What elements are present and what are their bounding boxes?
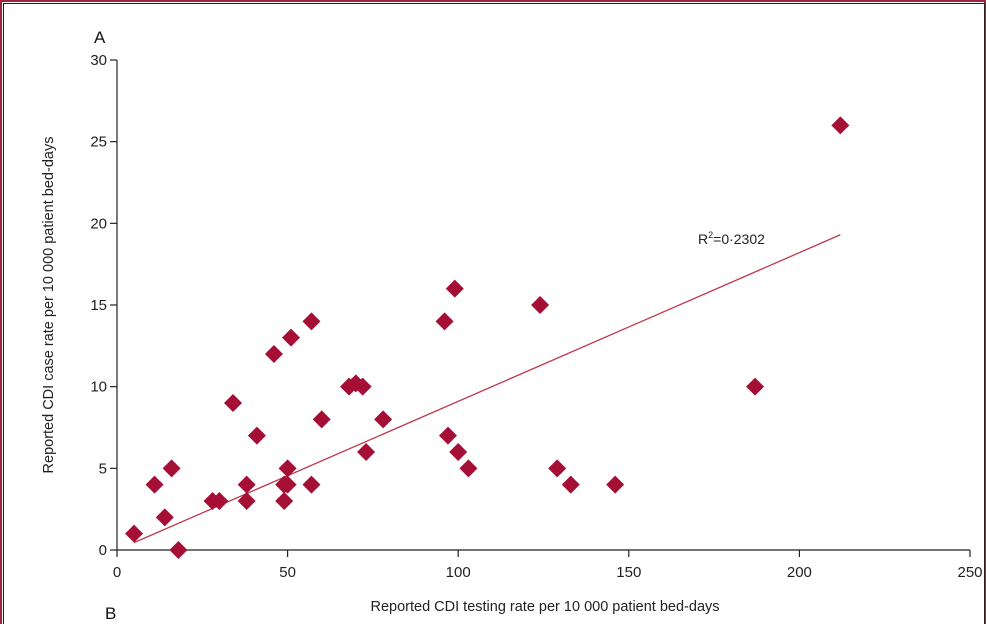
figure-edge [3,3,985,624]
data-point [210,492,229,510]
y-tick-label: 25 [90,134,107,151]
data-point [264,345,283,363]
y-tick-label: 10 [90,379,107,396]
x-tick-label: 150 [616,564,641,581]
data-point [312,410,331,429]
x-tick-label: 50 [279,564,296,581]
axis-ticks: 0 50 100 150 200 250 0 5 10 15 20 25 30 [90,52,982,581]
data-point [531,296,550,314]
y-tick-label: 30 [90,52,107,69]
data-points [125,116,850,559]
panel-label-b: B [105,604,116,623]
x-tick-label: 250 [957,564,982,581]
data-point [438,426,457,445]
r-squared-superscript: 2 [708,230,713,240]
data-point [162,459,181,478]
data-point [278,475,297,494]
data-point [278,459,297,478]
data-point [831,116,850,135]
data-point [459,459,478,478]
data-point [435,312,454,331]
y-tick-label: 5 [99,460,107,477]
x-tick-label: 200 [787,564,812,581]
panel-label-a: A [94,28,106,47]
r-squared-label: R [698,231,708,247]
data-point [247,426,266,445]
y-axis-title: Reported CDI case rate per 10 000 patien… [41,137,57,474]
y-tick-label: 15 [90,297,107,314]
x-axis-title: Reported CDI testing rate per 10 000 pat… [370,599,719,615]
data-point [224,394,243,412]
data-point [548,459,567,478]
data-point [155,508,174,527]
data-point [746,377,765,396]
data-point [302,312,321,331]
data-point [145,475,164,494]
data-point [125,524,144,543]
data-point [449,443,468,461]
x-tick-label: 100 [446,564,471,581]
trendline-group [133,234,841,544]
data-point [237,492,256,510]
r-squared-value: =0·2302 [713,231,765,247]
data-point [353,377,372,396]
data-point [357,443,376,461]
data-point [374,410,393,429]
data-point [561,475,580,494]
data-point [282,328,301,347]
trendline [133,234,841,544]
data-point [445,279,464,298]
data-point [169,541,188,559]
y-tick-label: 20 [90,215,107,232]
r-squared-annotation: R2=0·2302 [698,230,765,247]
data-point [302,475,321,494]
data-point [606,475,625,494]
y-tick-label: 0 [99,542,107,559]
data-point [275,492,294,510]
x-tick-label: 0 [113,564,121,581]
data-point [237,475,256,494]
